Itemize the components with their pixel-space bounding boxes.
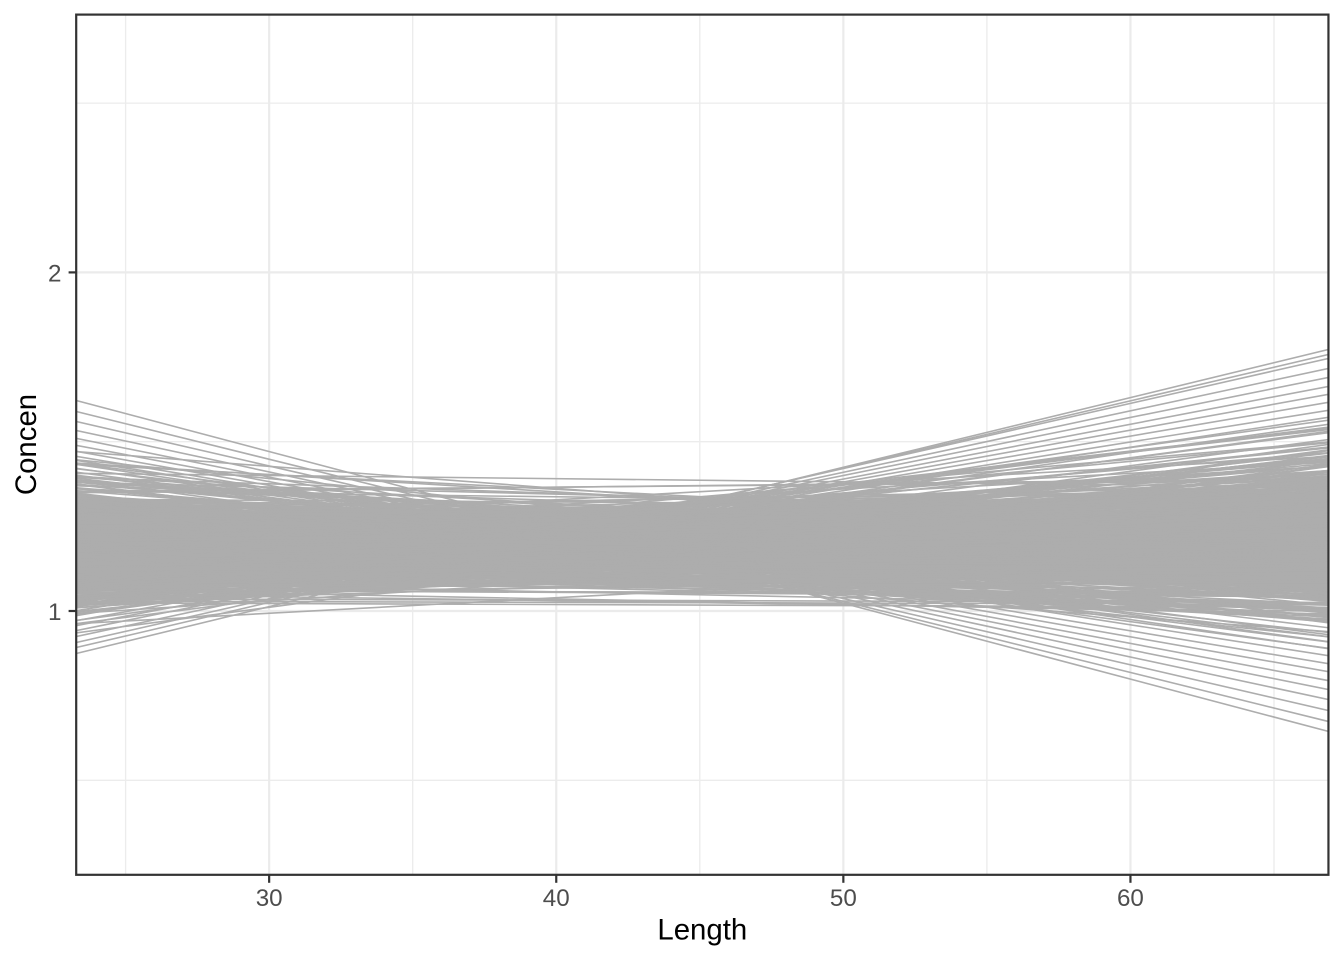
svg-text:2: 2 (48, 260, 61, 287)
svg-text:60: 60 (1117, 885, 1144, 912)
svg-text:1: 1 (48, 599, 61, 626)
svg-text:50: 50 (830, 885, 857, 912)
svg-text:Length: Length (657, 914, 747, 947)
svg-text:30: 30 (256, 885, 283, 912)
svg-text:Concen: Concen (10, 394, 43, 495)
svg-text:40: 40 (543, 885, 570, 912)
